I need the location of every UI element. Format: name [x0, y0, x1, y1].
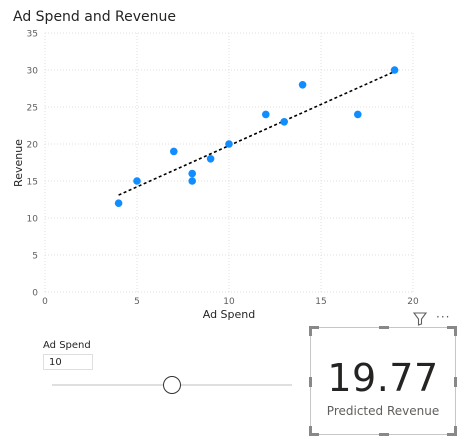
- data-point: [225, 140, 233, 148]
- data-point: [133, 177, 141, 185]
- resize-handle[interactable]: [309, 326, 319, 336]
- data-point: [206, 155, 215, 163]
- x-tick-label: 10: [223, 297, 235, 307]
- y-tick-label: 35: [27, 30, 38, 40]
- y-tick-label: 15: [27, 178, 38, 188]
- y-tick-label: 0: [32, 289, 38, 299]
- data-point: [354, 110, 362, 119]
- data-point: [262, 110, 270, 119]
- y-tick-label: 5: [32, 252, 38, 262]
- chart-title: Ad Spend and Revenue: [13, 9, 177, 25]
- data-point: [390, 66, 399, 74]
- gridlines: [44, 32, 414, 293]
- resize-handle[interactable]: [379, 433, 389, 436]
- predicted-revenue-card[interactable]: 19.77 Predicted Revenue: [309, 326, 457, 436]
- x-axis-ticks: 0 5 10 15 20: [42, 297, 419, 307]
- resize-handle[interactable]: [447, 426, 457, 436]
- y-tick-label: 30: [27, 67, 39, 77]
- x-tick-label: 20: [407, 297, 419, 307]
- ad-spend-input[interactable]: 10: [43, 354, 93, 370]
- filter-icon[interactable]: [413, 312, 427, 326]
- y-tick-label: 25: [27, 104, 38, 114]
- x-tick-label: 5: [134, 297, 140, 307]
- trendline-group: [118, 70, 395, 196]
- scatter-chart[interactable]: 0 5 10 15 20 25 30 35 0 5 10 15 20 Ad Spend Revenue: [0, 0, 474, 330]
- y-axis-ticks: 0 5 10 15 20 25 30 35: [27, 30, 39, 299]
- resize-handle[interactable]: [379, 326, 389, 329]
- x-axis-label: Ad Spend: [203, 308, 256, 321]
- data-point: [114, 199, 123, 207]
- data-point: [298, 81, 307, 89]
- data-point: [280, 118, 289, 126]
- parameter-label: Ad Spend: [43, 340, 91, 351]
- y-tick-label: 20: [27, 141, 39, 151]
- resize-handle[interactable]: [309, 426, 319, 436]
- trendline: [118, 70, 395, 196]
- ad-spend-slider-thumb[interactable]: [163, 376, 181, 394]
- data-point: [188, 169, 196, 178]
- y-axis-label: Revenue: [12, 139, 25, 187]
- y-tick-label: 10: [27, 215, 39, 225]
- more-options-icon[interactable]: ···: [436, 310, 451, 324]
- data-point: [170, 147, 178, 156]
- resize-handle[interactable]: [454, 377, 457, 387]
- resize-handle[interactable]: [447, 326, 457, 336]
- resize-handle[interactable]: [309, 377, 312, 387]
- data-point: [188, 177, 196, 185]
- card-value: 19.77: [327, 356, 439, 400]
- x-tick-label: 0: [42, 297, 48, 307]
- data-points: [114, 66, 399, 207]
- x-tick-label: 15: [315, 297, 326, 307]
- card-label: Predicted Revenue: [326, 404, 440, 418]
